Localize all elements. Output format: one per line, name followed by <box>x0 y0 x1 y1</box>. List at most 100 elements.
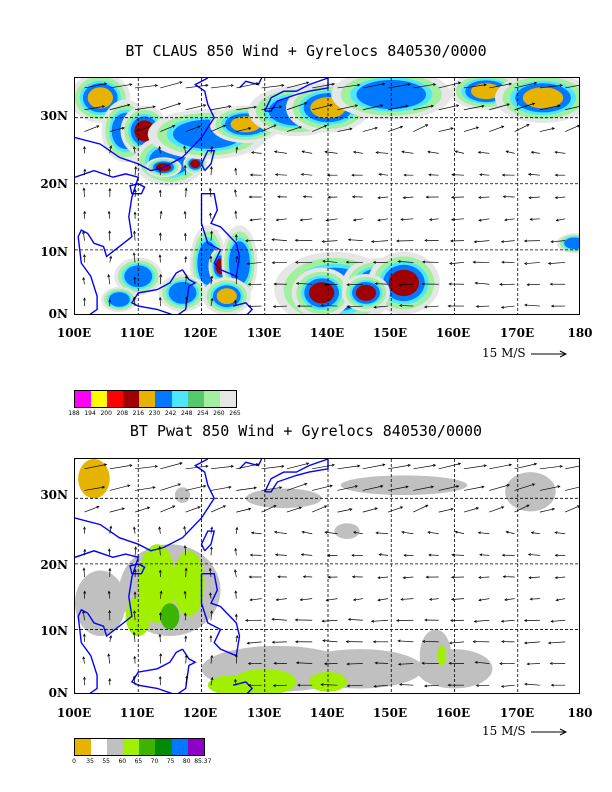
wind-arrow <box>463 486 484 491</box>
wind-arrow <box>377 598 389 601</box>
wind-arrowhead <box>83 146 86 150</box>
wind-arrowhead <box>473 619 477 623</box>
wind-arrow <box>514 82 537 89</box>
wind-arrowhead <box>577 505 579 509</box>
wind-arrow <box>375 283 389 285</box>
wind-arrowhead <box>103 82 108 86</box>
wind-arrowhead <box>210 275 214 279</box>
wind-arrow <box>210 610 213 621</box>
wind-arrow <box>235 590 237 599</box>
wind-arrow <box>455 531 465 535</box>
wind-arrowhead <box>322 639 326 643</box>
coastline <box>129 183 146 195</box>
legend-tick-label: 216 <box>132 410 145 417</box>
wind-arrowhead <box>134 166 138 170</box>
wind-arrowhead <box>234 613 238 617</box>
wind-arrowhead <box>152 105 156 109</box>
legend-swatch <box>187 391 204 407</box>
wind-arrow <box>424 305 439 308</box>
coastline <box>129 563 146 575</box>
wind-arrowhead <box>331 463 335 467</box>
wind-arrow <box>398 663 414 665</box>
wind-arrowhead <box>405 485 409 489</box>
wind-arrow <box>247 641 262 644</box>
wind-arrowhead <box>208 187 212 191</box>
wind-arrow <box>135 465 158 470</box>
wind-arrow <box>478 576 490 578</box>
wind-arrow <box>506 531 515 535</box>
wind-arrow <box>273 305 287 307</box>
wind-arrow <box>247 262 262 265</box>
wind-arrowhead <box>109 635 113 639</box>
wind-arrow <box>501 684 515 687</box>
wind-arrowhead <box>352 218 357 222</box>
wind-arrow <box>134 610 136 621</box>
wind-arrowhead <box>159 273 163 278</box>
reference-vector-label: 15 M/S <box>482 724 526 738</box>
wind-arrow <box>274 531 287 535</box>
wind-arrowhead <box>449 261 453 265</box>
lat-label: 20N <box>40 177 68 191</box>
wind-arrow <box>235 147 238 154</box>
wind-arrow <box>475 282 490 285</box>
wind-arrowhead <box>96 125 100 129</box>
wind-arrowhead <box>247 683 252 687</box>
wind-arrowhead <box>450 127 454 131</box>
wind-arrowhead <box>526 124 530 127</box>
wind-arrowhead <box>210 146 214 150</box>
wind-arrowhead <box>133 610 136 614</box>
wind-arrowhead <box>373 684 377 688</box>
coastline <box>264 459 329 493</box>
wind-arrow <box>374 305 389 308</box>
wind-arrow <box>399 684 414 686</box>
wind-arrowhead <box>275 598 279 602</box>
wind-arrow <box>413 124 428 132</box>
wind-arrowhead <box>255 463 259 467</box>
wind-arrowhead <box>504 218 508 222</box>
wind-arrowhead <box>184 275 188 279</box>
wind-arrowhead <box>298 126 303 129</box>
wind-arrow <box>427 531 439 535</box>
wind-arrow <box>185 568 187 578</box>
wind-arrow <box>353 598 363 601</box>
wind-arrowhead <box>183 544 187 549</box>
wind-arrowhead <box>326 173 331 177</box>
wind-arrow <box>84 83 107 89</box>
shaded-region <box>334 523 360 539</box>
wind-arrowhead <box>234 299 237 303</box>
wind-arrow <box>160 462 183 470</box>
wind-arrow <box>362 104 383 111</box>
wind-arrowhead <box>479 173 483 177</box>
wind-arrowhead <box>245 239 249 243</box>
wind-arrowhead <box>279 486 283 490</box>
wind-arrow <box>185 465 208 470</box>
wind-arrow <box>556 218 566 221</box>
coastline <box>200 150 216 172</box>
wind-arrow <box>286 483 307 491</box>
legend-tick-labels: 0 35 55 60 65 70 75 80 85.37 <box>72 756 211 768</box>
wind-arrow <box>271 239 287 241</box>
wind-arrowhead <box>557 104 561 108</box>
wind-arrowhead <box>129 464 133 467</box>
wind-arrowhead <box>527 553 532 557</box>
wind-arrowhead <box>375 151 379 155</box>
wind-arrowhead <box>323 662 328 666</box>
wind-arrowhead <box>529 217 533 221</box>
wind-arrowhead <box>234 547 238 551</box>
wind-arrowhead <box>273 124 277 128</box>
wind-arrowhead <box>302 575 306 579</box>
wind-arrowhead <box>83 168 87 172</box>
wind-arrow <box>429 598 439 600</box>
wind-arrowhead <box>475 684 479 687</box>
legend-tick-label: 80 <box>182 758 191 765</box>
wind-arrowhead <box>248 127 252 130</box>
wind-arrowhead <box>132 526 136 530</box>
wind-arrow <box>133 146 136 154</box>
wind-arrowhead <box>197 506 201 509</box>
wind-arrowhead <box>424 238 428 242</box>
wind-arrow <box>556 598 566 601</box>
wind-arrowhead <box>209 635 213 639</box>
legend-tick-label: 35 <box>86 758 94 765</box>
wind-arrow <box>362 464 385 470</box>
wind-arrowhead <box>424 618 428 622</box>
